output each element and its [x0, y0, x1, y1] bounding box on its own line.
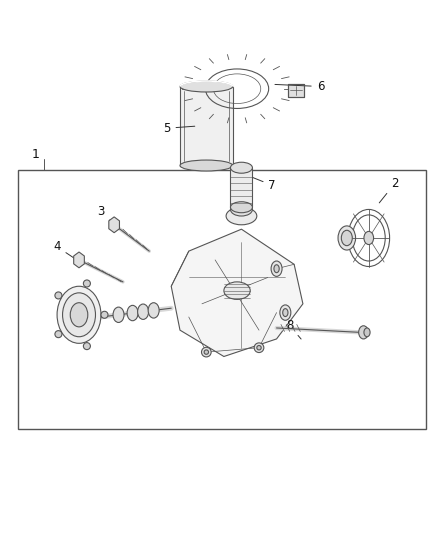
Ellipse shape	[57, 286, 101, 343]
Ellipse shape	[256, 345, 261, 350]
Circle shape	[55, 292, 62, 299]
Text: 5: 5	[163, 122, 194, 135]
Ellipse shape	[230, 202, 252, 213]
Bar	[230, 168, 252, 207]
Circle shape	[83, 343, 90, 350]
Text: 7: 7	[252, 177, 276, 192]
Ellipse shape	[363, 328, 369, 337]
Ellipse shape	[282, 309, 287, 317]
Text: 4: 4	[53, 240, 81, 263]
Ellipse shape	[279, 305, 290, 320]
Ellipse shape	[70, 303, 88, 327]
Ellipse shape	[341, 230, 351, 246]
Ellipse shape	[113, 307, 124, 322]
Ellipse shape	[230, 203, 252, 216]
Ellipse shape	[254, 343, 263, 352]
Bar	[287, 84, 304, 96]
Ellipse shape	[226, 207, 256, 225]
Circle shape	[101, 311, 108, 318]
Text: 8: 8	[286, 319, 300, 339]
Ellipse shape	[62, 293, 95, 337]
Ellipse shape	[337, 226, 355, 250]
Ellipse shape	[180, 81, 232, 92]
Bar	[180, 86, 232, 166]
Ellipse shape	[180, 160, 232, 171]
Ellipse shape	[271, 261, 282, 277]
Ellipse shape	[127, 305, 138, 321]
Ellipse shape	[230, 162, 252, 173]
Polygon shape	[74, 252, 84, 268]
Ellipse shape	[201, 348, 211, 357]
Circle shape	[83, 280, 90, 287]
Bar	[287, 84, 304, 96]
Text: 3: 3	[97, 205, 117, 227]
Ellipse shape	[363, 231, 373, 245]
Bar	[18, 170, 425, 429]
Circle shape	[55, 330, 62, 337]
Polygon shape	[171, 229, 302, 357]
Ellipse shape	[148, 303, 159, 318]
Ellipse shape	[358, 326, 367, 339]
Ellipse shape	[223, 282, 250, 300]
Text: 2: 2	[378, 176, 398, 203]
Text: 1: 1	[31, 148, 39, 161]
Ellipse shape	[137, 304, 148, 319]
Ellipse shape	[273, 265, 279, 273]
Ellipse shape	[204, 350, 208, 354]
Polygon shape	[109, 217, 119, 233]
Text: 6: 6	[274, 80, 324, 93]
